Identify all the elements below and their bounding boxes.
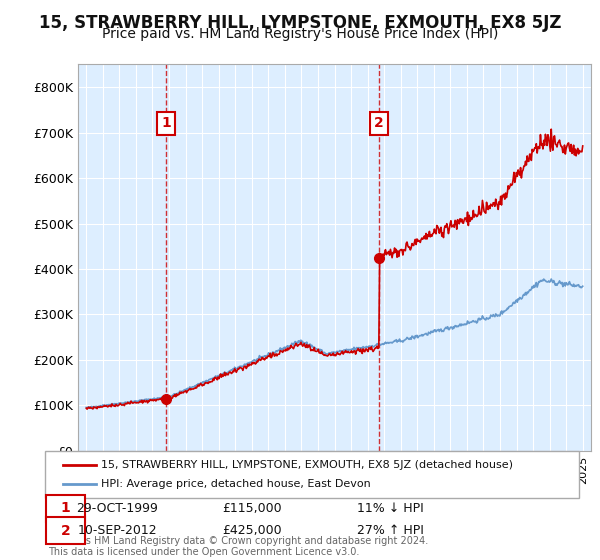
Text: Price paid vs. HM Land Registry's House Price Index (HPI): Price paid vs. HM Land Registry's House … xyxy=(102,27,498,41)
Text: 1: 1 xyxy=(61,502,71,515)
Text: £115,000: £115,000 xyxy=(222,502,282,515)
Text: Contains HM Land Registry data © Crown copyright and database right 2024.
This d: Contains HM Land Registry data © Crown c… xyxy=(48,535,428,557)
Text: 2: 2 xyxy=(374,116,384,130)
Text: 27% ↑ HPI: 27% ↑ HPI xyxy=(356,524,424,538)
Text: 11% ↓ HPI: 11% ↓ HPI xyxy=(356,502,424,515)
Text: 10-SEP-2012: 10-SEP-2012 xyxy=(77,524,157,538)
Text: HPI: Average price, detached house, East Devon: HPI: Average price, detached house, East… xyxy=(101,479,371,489)
Text: 15, STRAWBERRY HILL, LYMPSTONE, EXMOUTH, EX8 5JZ: 15, STRAWBERRY HILL, LYMPSTONE, EXMOUTH,… xyxy=(39,14,561,32)
Text: 15, STRAWBERRY HILL, LYMPSTONE, EXMOUTH, EX8 5JZ (detached house): 15, STRAWBERRY HILL, LYMPSTONE, EXMOUTH,… xyxy=(101,460,513,470)
Text: 2: 2 xyxy=(61,524,71,538)
Text: £425,000: £425,000 xyxy=(222,524,282,538)
Text: 29-OCT-1999: 29-OCT-1999 xyxy=(76,502,158,515)
Text: 1: 1 xyxy=(161,116,171,130)
